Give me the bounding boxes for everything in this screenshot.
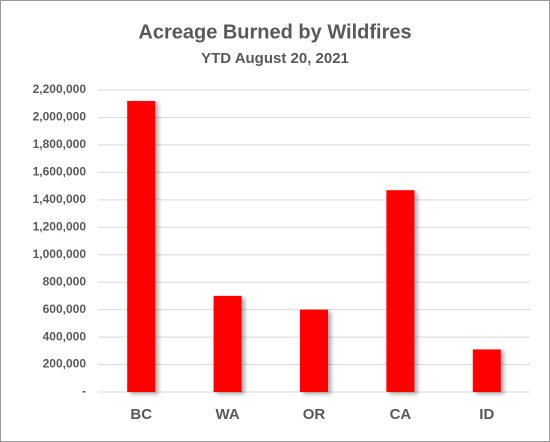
y-tick-label: 600,000 xyxy=(43,302,87,316)
x-tick-label: OR xyxy=(303,406,326,423)
bar xyxy=(300,309,328,392)
y-tick-label: 1,800,000 xyxy=(33,137,87,151)
y-tick-label: 800,000 xyxy=(43,274,87,288)
x-tick-label: ID xyxy=(479,406,494,423)
bar xyxy=(213,295,242,392)
x-tick-label: BC xyxy=(130,406,152,423)
bar xyxy=(127,100,156,393)
x-tick-label: CA xyxy=(390,406,412,423)
chart-title: Acreage Burned by Wildfires xyxy=(138,21,411,43)
x-tick-label: WA xyxy=(216,406,240,423)
y-tick-label: - xyxy=(82,384,86,398)
y-tick-label: 400,000 xyxy=(43,329,87,343)
y-tick-label: 1,600,000 xyxy=(33,165,87,179)
chart-subtitle: YTD August 20, 2021 xyxy=(201,50,349,67)
y-tick-label: 2,000,000 xyxy=(33,110,87,124)
y-tick-label: 1,000,000 xyxy=(33,247,87,261)
bar xyxy=(472,349,501,392)
y-tick-label: 1,200,000 xyxy=(33,219,87,233)
bar xyxy=(386,190,415,392)
y-tick-label: 1,400,000 xyxy=(33,192,87,206)
y-tick-label: 200,000 xyxy=(43,357,87,371)
y-tick-label: 2,200,000 xyxy=(33,82,87,96)
